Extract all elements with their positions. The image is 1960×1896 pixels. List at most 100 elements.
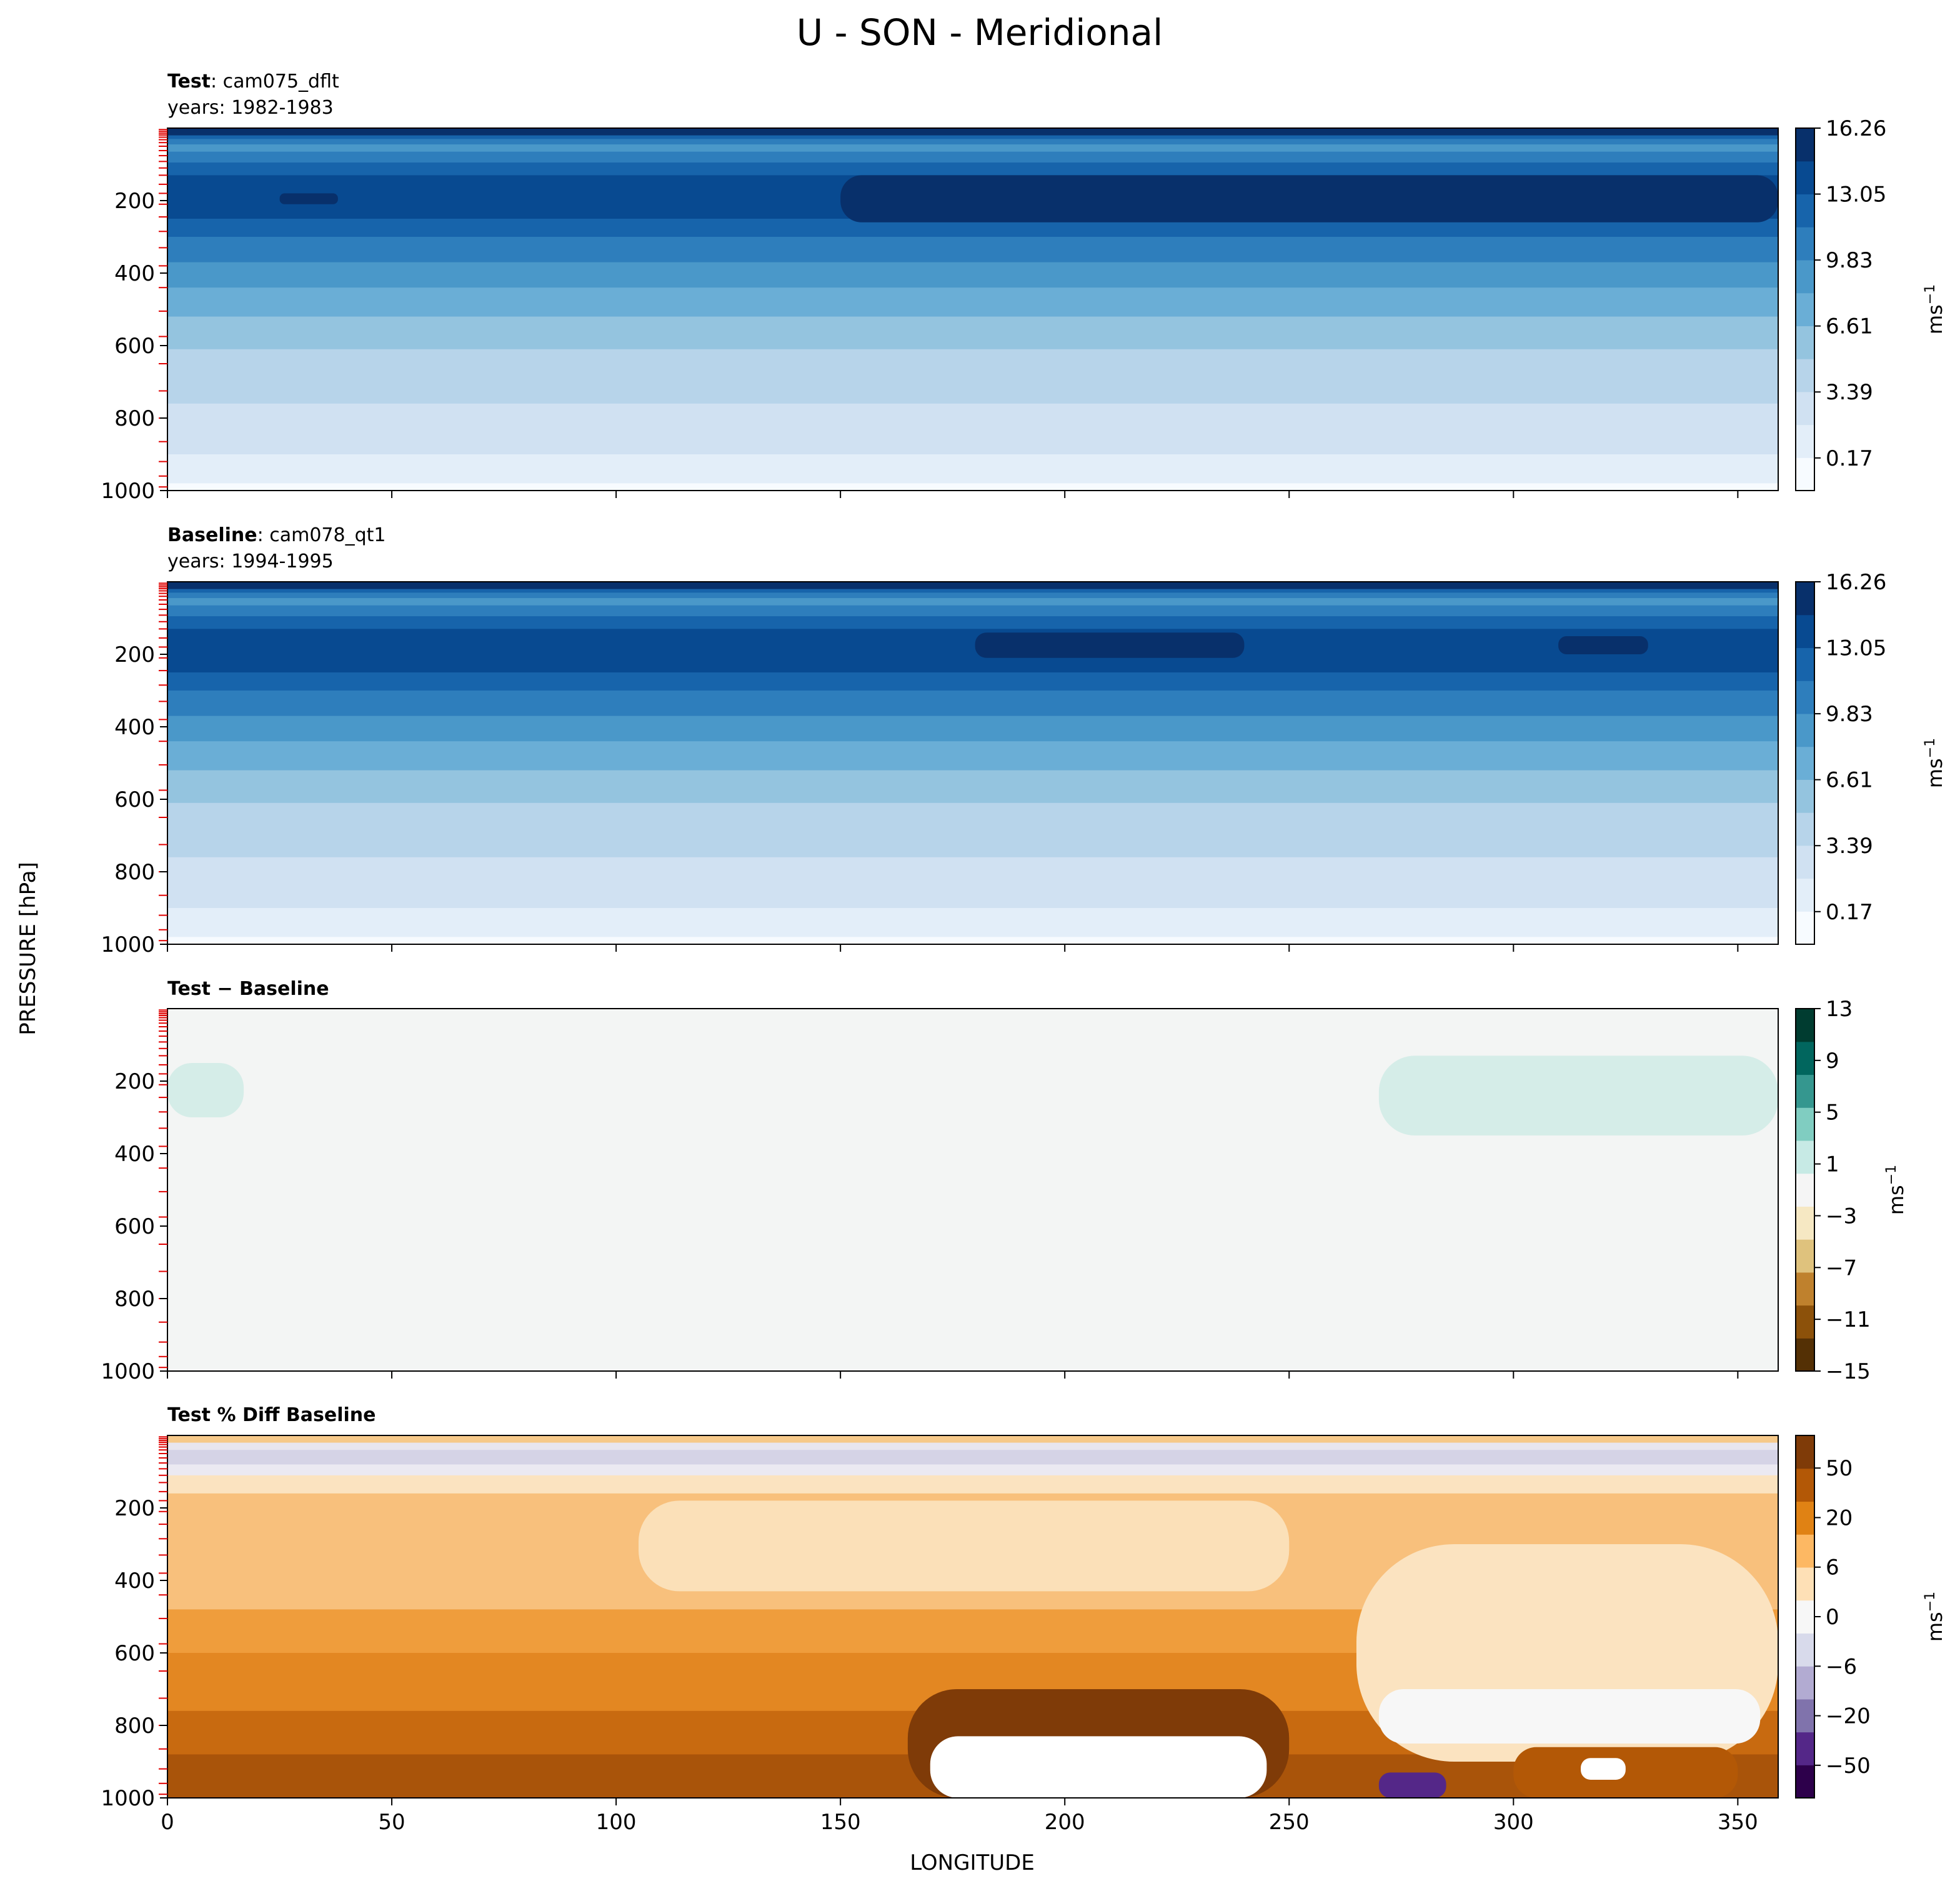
colorbar-segment-3 xyxy=(1796,812,1814,846)
contour-band-9 xyxy=(167,262,1778,288)
colorbar-label-unit: ms xyxy=(1884,1185,1908,1215)
contour-band-11 xyxy=(167,316,1778,350)
contour-band-2 xyxy=(167,1450,1778,1465)
plot-frame xyxy=(167,1008,1779,1372)
contour-feature-5 xyxy=(1378,1772,1446,1798)
colorbar-tick-label-5: 20 xyxy=(1826,1505,1853,1530)
colorbar-segment-6 xyxy=(1796,259,1814,294)
colorbar-segment-9 xyxy=(1796,1041,1814,1075)
contour-band-15 xyxy=(167,937,1778,945)
colorbar-label: ms−1 xyxy=(1923,738,1947,788)
contour-feature-0 xyxy=(975,632,1245,658)
contour-band-12 xyxy=(167,802,1778,858)
x-tick-label-5: 250 xyxy=(1269,1810,1310,1835)
colorbar-segment-6 xyxy=(1796,1140,1814,1174)
panel-title-baseline: Baseline: cam078_qt1 xyxy=(167,524,386,546)
x-tick-label-3: 150 xyxy=(820,1810,861,1835)
colorbar-segment-7 xyxy=(1796,681,1814,714)
colorbar-label-unit: ms xyxy=(1923,1612,1947,1642)
colorbar-segment-4 xyxy=(1796,326,1814,359)
x-tick-label-1: 50 xyxy=(378,1810,405,1835)
x-tick-label-4: 200 xyxy=(1045,1810,1085,1835)
colorbar-segment-2 xyxy=(1796,391,1814,426)
contour-band-15 xyxy=(167,483,1778,491)
y-tick-label-0: 200 xyxy=(114,1069,155,1094)
contour-band-9 xyxy=(167,716,1778,742)
contour-band-4 xyxy=(167,605,1778,617)
panel-subtitle-baseline: years: 1994-1995 xyxy=(167,551,334,572)
colorbar-tick-label-2: −6 xyxy=(1826,1654,1857,1679)
colorbar-segment-10 xyxy=(1796,582,1814,616)
plot-frame xyxy=(167,127,1779,491)
colorbar-segment-2 xyxy=(1796,1272,1814,1306)
colorbar-frame xyxy=(1795,1008,1815,1372)
colorbar-segment-9 xyxy=(1796,1468,1814,1502)
colorbar-segment-6 xyxy=(1796,1567,1814,1601)
y-tick-label-4: 1000 xyxy=(101,1359,155,1384)
contour-feature-6 xyxy=(1513,1747,1738,1798)
contour-band-6 xyxy=(167,629,1778,673)
colorbar-tick-label-1: −11 xyxy=(1826,1307,1871,1332)
contour-band-14 xyxy=(167,454,1778,484)
y-tick-label-3: 800 xyxy=(114,406,155,431)
contour-feature-4 xyxy=(930,1736,1267,1798)
colorbar-segment-10 xyxy=(1796,1009,1814,1042)
colorbar-segment-3 xyxy=(1796,359,1814,392)
y-tick-label-2: 600 xyxy=(114,1641,155,1666)
contour-feature-1 xyxy=(1558,636,1648,654)
colorbar-tick-label-4: 1 xyxy=(1826,1152,1839,1177)
colorbar-tick-label-7: 13 xyxy=(1826,997,1853,1022)
y-tick-label-0: 200 xyxy=(114,189,155,214)
colorbar-segment-8 xyxy=(1796,1074,1814,1108)
contour-band-13 xyxy=(167,857,1778,909)
colorbar-tick-label-6: 9 xyxy=(1826,1049,1839,1074)
x-tick-label-7: 350 xyxy=(1718,1810,1758,1835)
colorbar-tick-label-0: 0.17 xyxy=(1826,900,1873,925)
colorbar-segment-7 xyxy=(1796,227,1814,261)
colorbar-segment-5 xyxy=(1796,1600,1814,1634)
colorbar-tick-label-1: 3.39 xyxy=(1826,834,1873,859)
y-tick-label-3: 800 xyxy=(114,1714,155,1739)
colorbar-segment-2 xyxy=(1796,845,1814,879)
contour-band-0 xyxy=(167,1435,1778,1444)
contour-feature-0 xyxy=(167,1063,244,1117)
y-tick-label-3: 800 xyxy=(114,1287,155,1312)
colorbar-segment-10 xyxy=(1796,128,1814,162)
colorbar-segment-3 xyxy=(1796,1666,1814,1700)
contour-feature-0 xyxy=(639,1500,1290,1592)
colorbar-tick-label-1: −20 xyxy=(1826,1704,1871,1729)
panel-title-diff: Test − Baseline xyxy=(167,978,329,1000)
colorbar-tick-label-3: 9.83 xyxy=(1826,248,1873,273)
y-tick-label-1: 400 xyxy=(114,715,155,740)
y-tick-label-2: 600 xyxy=(114,334,155,359)
colorbar-label-exponent: −1 xyxy=(1923,738,1938,758)
plot-frame xyxy=(167,581,1779,945)
y-tick-label-2: 600 xyxy=(114,787,155,812)
contour-band-5 xyxy=(167,162,1778,176)
y-tick-label-4: 1000 xyxy=(101,479,155,504)
contour-band-3 xyxy=(167,598,1778,606)
colorbar-segment-5 xyxy=(1796,292,1814,326)
panel-title-pctdiff: Test % Diff Baseline xyxy=(167,1404,376,1426)
contour-feature-2 xyxy=(1378,1689,1761,1744)
colorbar-tick-label-4: 13.05 xyxy=(1826,636,1886,661)
contour-band-13 xyxy=(167,403,1778,455)
y-tick-label-4: 1000 xyxy=(101,932,155,957)
colorbar-tick-label-0: −15 xyxy=(1826,1359,1871,1384)
colorbar-segment-5 xyxy=(1796,746,1814,780)
panel-baseline: Baseline: cam078_qt1 years: 1994-1995 20… xyxy=(101,524,1947,957)
colorbar-segment-6 xyxy=(1796,713,1814,747)
colorbar-label: ms−1 xyxy=(1923,284,1947,334)
colorbar-tick-label-0: −50 xyxy=(1826,1754,1871,1779)
colorbar-label: ms−1 xyxy=(1884,1165,1908,1215)
colorbar-segment-0 xyxy=(1796,457,1814,491)
contour-feature-1 xyxy=(279,193,338,204)
colorbar-label-unit: ms xyxy=(1923,304,1947,334)
contour-band-1 xyxy=(167,589,1778,593)
contour-feature-1 xyxy=(1378,1055,1778,1135)
colorbar-segment-7 xyxy=(1796,1534,1814,1568)
contour-band-10 xyxy=(167,741,1778,771)
colorbar-tick-label-2: −7 xyxy=(1826,1255,1857,1280)
contour-band-4 xyxy=(167,1475,1778,1494)
